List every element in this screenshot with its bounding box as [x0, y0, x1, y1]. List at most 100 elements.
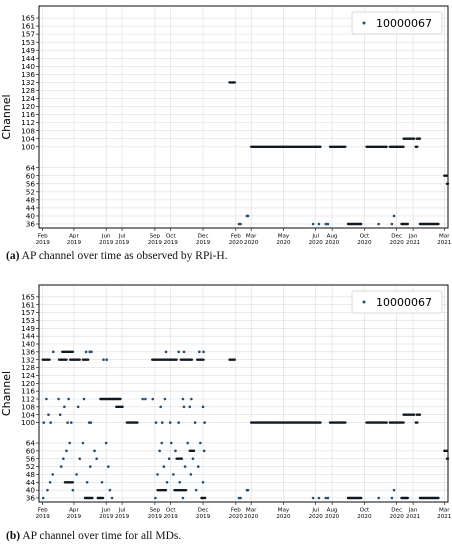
data-point [58, 413, 62, 417]
y-tick-label: 136 [21, 70, 35, 79]
y-tick-label: 56 [26, 179, 36, 188]
legend-label: 10000067 [376, 17, 432, 30]
data-point [65, 449, 68, 453]
data-point [81, 441, 85, 445]
data-point [71, 488, 75, 492]
x-tick-label-year: 2019 [36, 514, 51, 520]
y-tick-label: 60 [26, 171, 36, 180]
x-tick-label-year: 2020 [276, 240, 291, 245]
x-tick-label-month: Feb [38, 234, 48, 240]
data-point [48, 480, 52, 484]
x-tick-label-year: 2019 [115, 240, 130, 245]
x-tick-label-year: 2020 [325, 240, 340, 245]
plot-area [38, 5, 449, 229]
x-tick-label-month: Dec [391, 234, 402, 240]
data-point [154, 421, 158, 424]
data-point [199, 441, 202, 445]
y-tick-label: 56 [26, 454, 36, 463]
data-point [178, 480, 182, 484]
y-tick-label: 153 [21, 38, 35, 47]
data-point [104, 441, 108, 445]
x-tick-label-month: Jul [118, 234, 126, 240]
y-tick-label: 128 [21, 86, 35, 95]
data-point [189, 473, 193, 476]
x-tick-label-month: Aug [327, 234, 338, 240]
caption-a-text: AP channel over time as observed by RPi-… [21, 250, 228, 262]
data-point [392, 488, 396, 492]
data-point [107, 465, 110, 468]
data-point [89, 421, 93, 424]
x-tick-label-month: May [278, 234, 290, 240]
x-tick-label-month: Apr [69, 508, 79, 514]
data-point [110, 496, 114, 500]
y-tick-label: 144 [21, 332, 35, 341]
data-point [67, 397, 70, 401]
data-point [201, 480, 205, 484]
data-point [377, 496, 380, 500]
data-point [160, 421, 164, 424]
data-point [182, 405, 186, 409]
data-point [62, 457, 65, 461]
x-tick-label-year: 2020 [325, 514, 340, 520]
data-point [183, 465, 187, 468]
y-tick-label: 120 [21, 102, 35, 111]
data-point [202, 449, 206, 453]
y-tick-label: 108 [21, 402, 35, 411]
x-tick-label-year: 2020 [276, 514, 291, 520]
y-tick-label: 100 [21, 418, 35, 427]
y-tick-label: 157 [21, 308, 35, 317]
data-point [76, 405, 80, 409]
y-tick-label: 153 [21, 316, 35, 325]
caption-a: (a) AP channel over time as observed by … [6, 250, 228, 262]
y-tick-label: 104 [21, 410, 35, 419]
y-tick-label: 144 [21, 54, 35, 63]
x-tick-label-month: Apr [69, 234, 79, 240]
data-point [68, 441, 71, 445]
x-tick-label-month: Jun [101, 234, 111, 240]
y-axis-label: Channel [0, 371, 13, 416]
data-point [95, 457, 98, 461]
data-point [42, 421, 46, 424]
data-point [239, 222, 242, 226]
data-point [167, 457, 171, 461]
plot-area [38, 284, 449, 503]
y-tick-label: 40 [26, 486, 36, 495]
data-point [317, 496, 321, 500]
data-point [63, 405, 66, 409]
y-tick-label: 112 [21, 118, 35, 127]
x-tick-label-month: Sep [150, 508, 161, 514]
x-tick-label-month: Aug [327, 508, 338, 514]
x-tick-label-year: 2020 [390, 514, 405, 520]
plot-frame [38, 5, 449, 229]
y-tick-label: 149 [21, 324, 35, 333]
y-tick-label: 64 [26, 439, 36, 448]
data-point [85, 480, 89, 484]
data-point [326, 222, 330, 226]
data-point [326, 496, 330, 500]
y-tick-label: 36 [26, 494, 36, 503]
x-tick-label-month: Mar [439, 234, 450, 240]
y-tick-label: 104 [21, 134, 35, 143]
data-point [246, 214, 250, 218]
x-tick-label-year: 2021 [406, 240, 421, 245]
y-tick-label: 44 [26, 204, 36, 213]
data-point [105, 358, 109, 362]
y-tick-label: 108 [21, 126, 35, 135]
caption-b-tag: (b) [6, 530, 21, 542]
x-tick-label-month: Mar [439, 508, 450, 514]
x-tick-label-year: 2021 [437, 240, 452, 245]
x-tick-label-year: 2020 [309, 514, 324, 520]
data-point [159, 405, 162, 409]
data-point [46, 488, 49, 492]
y-tick-label: 140 [21, 62, 35, 71]
y-tick-label: 132 [21, 355, 35, 364]
x-tick-label-year: 2020 [357, 514, 372, 520]
y-tick-label: 44 [26, 478, 36, 487]
data-point [311, 496, 315, 500]
data-point [160, 441, 164, 445]
data-point [246, 488, 250, 492]
x-tick-label-month: May [278, 508, 290, 514]
data-point [162, 465, 166, 468]
data-point [177, 421, 180, 424]
data-point [193, 421, 197, 424]
